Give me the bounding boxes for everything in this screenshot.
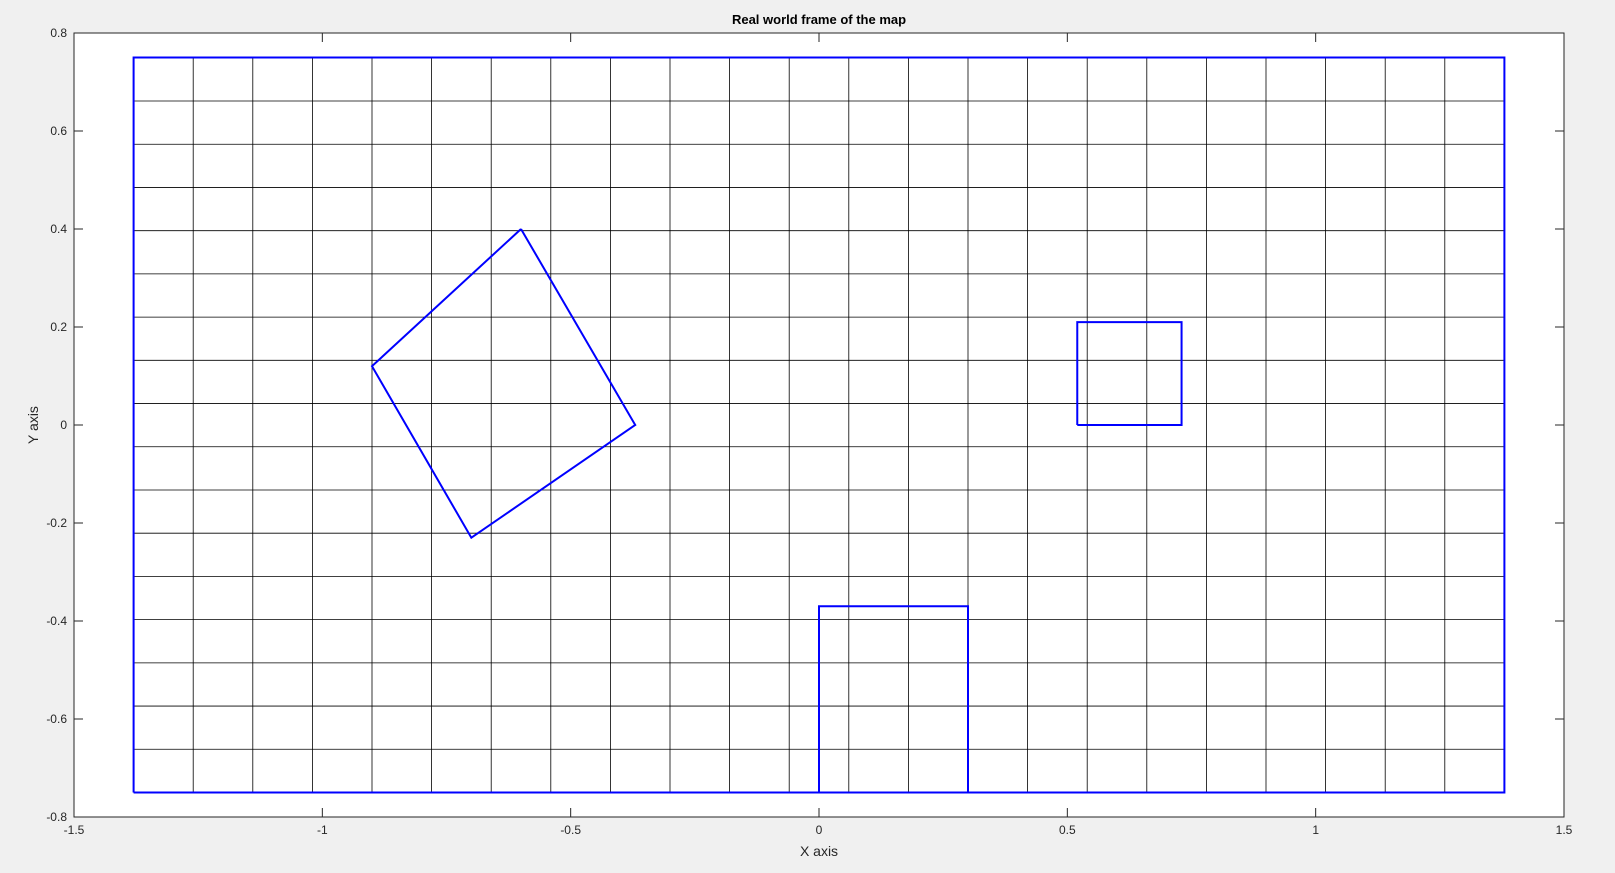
series-layer	[132, 56, 1506, 794]
x-tick-label-2: -0.5	[560, 823, 581, 837]
series-line-0	[132, 56, 1506, 794]
x-axis-label: X axis	[800, 843, 838, 859]
x-tick-label-1: -1	[317, 823, 328, 837]
series-line-2	[1076, 321, 1183, 426]
y-axis-label: Y axis	[25, 406, 41, 444]
y-tick-label-0: -0.8	[46, 810, 67, 824]
series-line-3	[818, 605, 969, 794]
x-tick-label-0: -1.5	[64, 823, 85, 837]
y-tick-label-3: -0.2	[46, 516, 67, 530]
y-tick-label-6: 0.4	[50, 222, 67, 236]
y-tick-label-8: 0.8	[50, 26, 67, 40]
y-tick-label-4: 0	[60, 418, 67, 432]
x-tick-label-4: 0.5	[1059, 823, 1076, 837]
y-tick-label-7: 0.6	[50, 124, 67, 138]
x-tick-label-3: 0	[816, 823, 823, 837]
y-tick-label-2: -0.4	[46, 614, 67, 628]
x-tick-label-5: 1	[1312, 823, 1319, 837]
tick-layer: -1.5 -1 -0.5 0 0.5 1 1.5 -0.8 -0.6 -0.4 -0.2 0 0.2 0.…	[46, 26, 1572, 837]
y-tick-label-5: 0.2	[50, 320, 67, 334]
y-tick-label-1: -0.6	[46, 712, 67, 726]
x-tick-label-6: 1.5	[1556, 823, 1573, 837]
series-line-1	[370, 228, 637, 540]
chart-title: Real world frame of the map	[732, 12, 906, 27]
